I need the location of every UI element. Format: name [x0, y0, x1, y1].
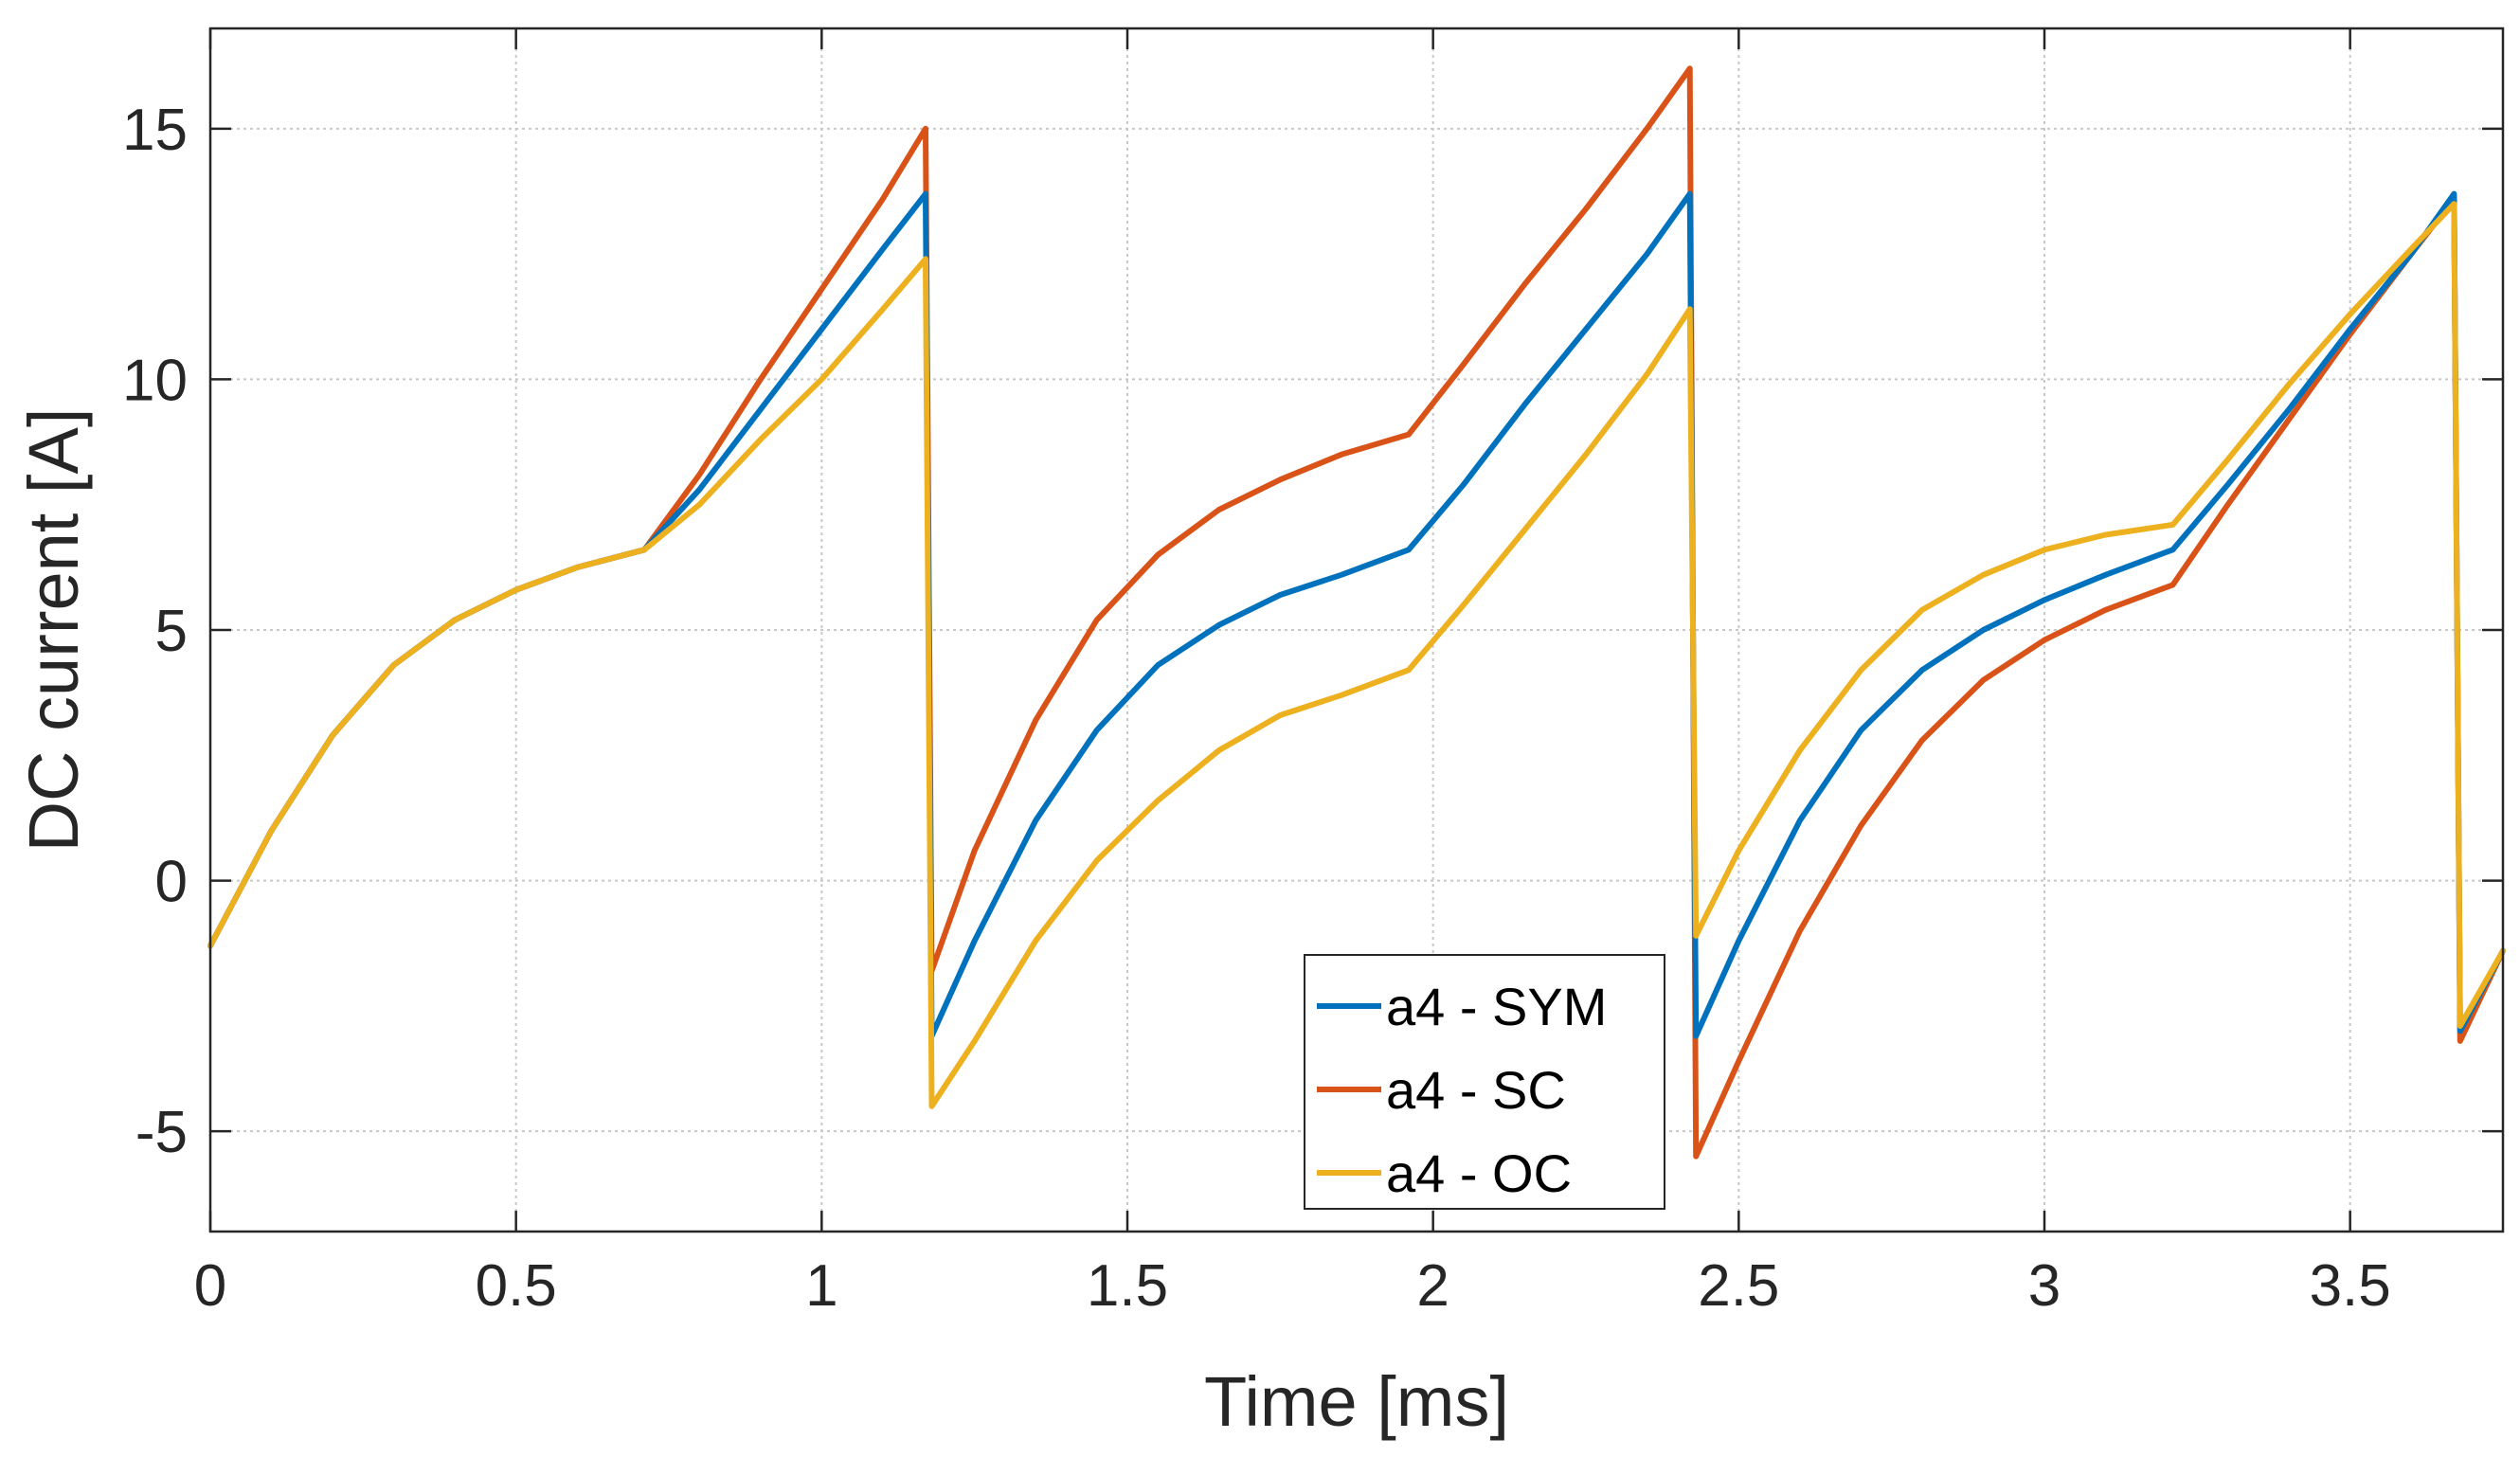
y-tick-label: -5 — [135, 1100, 188, 1165]
legend-label-a4-oc: a4 - OC — [1386, 1143, 1572, 1203]
y-tick-label: 10 — [122, 348, 188, 413]
x-tick-label: 3 — [2028, 1253, 2061, 1319]
y-tick-label: 5 — [155, 599, 188, 664]
x-tick-label: 2.5 — [1698, 1253, 1779, 1319]
x-axis-label: Time [ms] — [1204, 1362, 1509, 1441]
x-tick-label: 1.5 — [1087, 1253, 1168, 1319]
x-tick-label: 1 — [805, 1253, 837, 1319]
x-tick-label: 0 — [194, 1253, 226, 1319]
line-chart: 0 0.5 1 1.5 2 2.5 3 3.5 -5 0 5 10 15 Time [ms] DC cu… — [0, 0, 2520, 1457]
x-tick-label: 3.5 — [2310, 1253, 2391, 1319]
y-axis-label: DC current [A] — [14, 408, 93, 853]
legend-label-a4-sc: a4 - SC — [1386, 1060, 1566, 1120]
legend: a4 - SYM a4 - SC a4 - OC — [1305, 955, 1665, 1209]
y-tick-label: 0 — [155, 850, 188, 915]
x-tick-label: 0.5 — [476, 1253, 557, 1319]
y-tick-label: 15 — [122, 98, 188, 163]
legend-label-a4-sym: a4 - SYM — [1386, 977, 1607, 1036]
x-tick-label: 2 — [1416, 1253, 1449, 1319]
